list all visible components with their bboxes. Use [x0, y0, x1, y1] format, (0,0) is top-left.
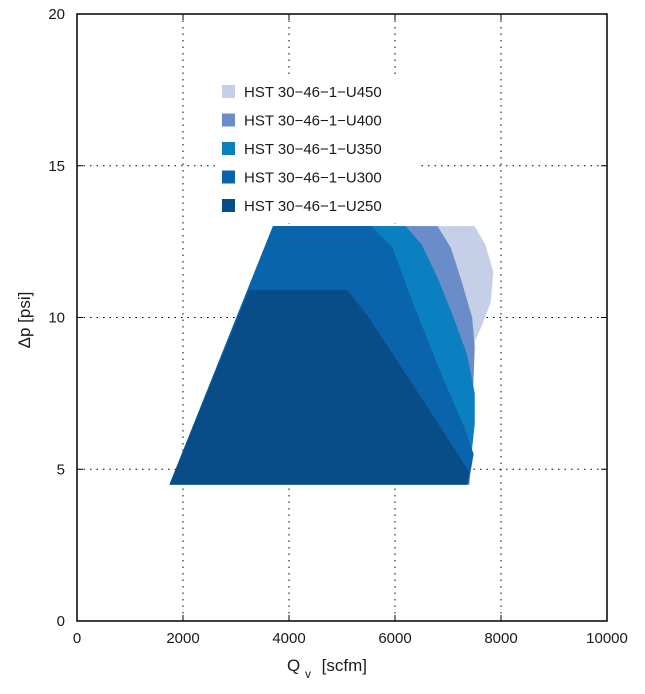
legend-swatch	[222, 113, 235, 127]
legend-label: HST 30−46−1−U300	[244, 170, 382, 187]
x-tick-label: 10000	[586, 630, 628, 647]
plot-areas	[169, 226, 494, 485]
x-tick-labels: 0 2000 4000 6000 8000 10000	[73, 630, 628, 647]
y-axis-label: Δp [psi]	[15, 292, 34, 349]
y-tick-label: 20	[48, 6, 65, 23]
legend-label: HST 30−46−1−U400	[244, 113, 382, 130]
x-tick-label: 0	[73, 630, 81, 647]
series-area-5	[169, 289, 470, 485]
tick-marks	[76, 13, 608, 622]
legend-swatch	[222, 170, 235, 184]
legend-label: HST 30−46−1−U250	[244, 198, 382, 215]
legend-swatch	[222, 142, 235, 155]
y-tick-label: 10	[48, 310, 65, 327]
x-axis-label-main: Q	[287, 656, 300, 675]
y-tick-label: 5	[57, 461, 65, 478]
legend-background	[217, 76, 418, 223]
legend: HST 30−46−1−U450 HST 30−46−1−U400 HST 30−4…	[217, 76, 418, 223]
legend-swatch	[222, 85, 235, 98]
x-tick-label: 8000	[484, 630, 517, 647]
x-axis-label-unit: [scfm]	[322, 656, 367, 675]
y-tick-labels: 0 5 10 15 20	[48, 6, 65, 630]
legend-swatch	[222, 199, 235, 212]
x-axis-label-subscript: v	[305, 667, 311, 681]
y-tick-label: 0	[57, 613, 65, 630]
legend-label: HST 30−46−1−U450	[244, 84, 382, 101]
legend-label: HST 30−46−1−U350	[244, 141, 382, 158]
x-tick-label: 4000	[272, 630, 305, 647]
x-tick-label: 2000	[166, 630, 199, 647]
x-axis-label: Q v [scfm]	[287, 656, 367, 682]
y-tick-label: 15	[48, 158, 65, 175]
x-tick-label: 6000	[378, 630, 411, 647]
